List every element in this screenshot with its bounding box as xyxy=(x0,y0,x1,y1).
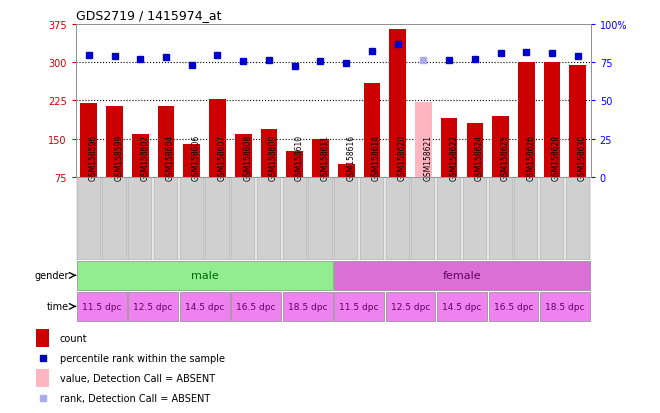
Text: value, Detection Call = ABSENT: value, Detection Call = ABSENT xyxy=(60,373,215,383)
Text: GSM158626: GSM158626 xyxy=(527,134,535,180)
Text: male: male xyxy=(191,271,218,281)
Bar xyxy=(282,292,333,321)
Text: GSM158604: GSM158604 xyxy=(166,134,175,180)
Text: GSM158621: GSM158621 xyxy=(424,134,432,180)
Text: GDS2719 / 1415974_at: GDS2719 / 1415974_at xyxy=(76,9,221,22)
Text: 16.5 dpc: 16.5 dpc xyxy=(494,302,533,311)
Bar xyxy=(180,292,230,321)
Bar xyxy=(132,134,148,178)
Bar xyxy=(514,178,539,260)
Bar xyxy=(385,292,436,321)
Bar xyxy=(158,106,174,178)
Text: gender: gender xyxy=(35,271,69,281)
Text: 18.5 dpc: 18.5 dpc xyxy=(288,302,327,311)
Bar xyxy=(77,261,333,290)
Text: GSM158602: GSM158602 xyxy=(141,134,149,180)
Bar xyxy=(231,178,255,260)
Bar xyxy=(415,103,432,178)
Bar xyxy=(566,178,590,260)
Bar xyxy=(231,292,281,321)
Text: female: female xyxy=(443,271,481,281)
Bar xyxy=(106,106,123,178)
Text: GSM158606: GSM158606 xyxy=(192,134,201,180)
Bar xyxy=(154,178,178,260)
Bar xyxy=(77,178,101,260)
Text: GSM158622: GSM158622 xyxy=(449,134,458,180)
Bar xyxy=(540,178,564,260)
Text: 11.5 dpc: 11.5 dpc xyxy=(82,302,121,311)
Bar xyxy=(518,63,535,178)
Bar xyxy=(411,178,436,260)
Bar xyxy=(467,124,483,178)
Bar xyxy=(180,178,204,260)
Bar xyxy=(463,178,487,260)
Text: GSM158624: GSM158624 xyxy=(475,134,484,180)
Bar xyxy=(286,152,303,178)
Bar xyxy=(338,165,354,178)
Text: GSM158618: GSM158618 xyxy=(372,134,381,180)
Bar xyxy=(257,178,281,260)
Bar xyxy=(492,116,509,178)
Bar xyxy=(364,83,380,178)
Bar xyxy=(488,292,539,321)
Bar xyxy=(540,292,590,321)
Text: rank, Detection Call = ABSENT: rank, Detection Call = ABSENT xyxy=(60,394,210,404)
Bar xyxy=(544,63,560,178)
Text: GSM158599: GSM158599 xyxy=(115,134,123,180)
Bar xyxy=(437,292,487,321)
Text: 12.5 dpc: 12.5 dpc xyxy=(391,302,430,311)
Bar xyxy=(81,104,97,178)
Text: GSM158620: GSM158620 xyxy=(398,134,407,180)
Text: count: count xyxy=(60,334,87,344)
Text: 14.5 dpc: 14.5 dpc xyxy=(442,302,482,311)
Bar xyxy=(102,178,127,260)
Text: time: time xyxy=(47,301,69,312)
Text: GSM158628: GSM158628 xyxy=(552,134,561,180)
Bar xyxy=(128,292,178,321)
Bar xyxy=(128,178,152,260)
Bar xyxy=(389,30,406,178)
Bar xyxy=(205,178,230,260)
Bar xyxy=(334,261,590,290)
Text: percentile rank within the sample: percentile rank within the sample xyxy=(60,354,225,363)
Bar xyxy=(334,292,384,321)
Bar xyxy=(437,178,461,260)
Bar xyxy=(360,178,384,260)
Text: GSM158609: GSM158609 xyxy=(269,134,278,180)
Text: 12.5 dpc: 12.5 dpc xyxy=(133,302,173,311)
Text: GSM158625: GSM158625 xyxy=(501,134,510,180)
Bar xyxy=(488,178,513,260)
Text: GSM158630: GSM158630 xyxy=(578,134,587,180)
Bar xyxy=(36,369,49,387)
Bar xyxy=(441,119,457,178)
Bar xyxy=(385,178,410,260)
Bar xyxy=(183,145,200,178)
Text: GSM158596: GSM158596 xyxy=(88,134,98,180)
Text: GSM158616: GSM158616 xyxy=(346,134,355,180)
Text: 18.5 dpc: 18.5 dpc xyxy=(545,302,585,311)
Bar xyxy=(282,178,307,260)
Text: 14.5 dpc: 14.5 dpc xyxy=(185,302,224,311)
Text: 11.5 dpc: 11.5 dpc xyxy=(339,302,379,311)
Text: GSM158607: GSM158607 xyxy=(218,134,226,180)
Bar xyxy=(312,140,329,178)
Text: 16.5 dpc: 16.5 dpc xyxy=(236,302,276,311)
Text: GSM158610: GSM158610 xyxy=(295,134,304,180)
Bar xyxy=(77,292,127,321)
Bar xyxy=(261,129,277,178)
Bar xyxy=(209,100,226,178)
Text: GSM158611: GSM158611 xyxy=(321,134,329,180)
Bar xyxy=(235,134,251,178)
Bar xyxy=(570,66,586,178)
Text: GSM158608: GSM158608 xyxy=(244,134,252,180)
Bar xyxy=(36,330,49,348)
Bar xyxy=(334,178,358,260)
Bar xyxy=(308,178,333,260)
